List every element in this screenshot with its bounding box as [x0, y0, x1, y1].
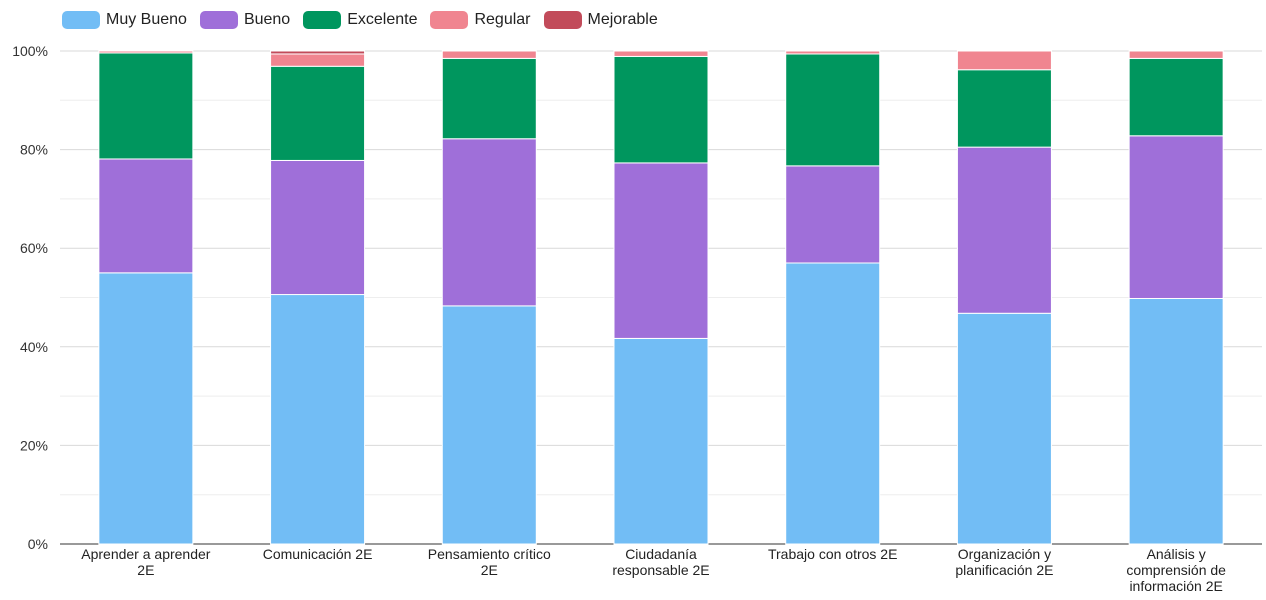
x-tick-label-line: 2E	[481, 562, 498, 578]
x-tick-label-line: planificación 2E	[955, 562, 1053, 578]
x-tick-label-line: Ciudadanía	[625, 546, 697, 562]
x-tick-label-line: Aprender a aprender	[81, 546, 211, 562]
bar-segment[interactable]	[98, 158, 194, 274]
legend-item[interactable]: Mejorable	[543, 11, 658, 29]
legend-item[interactable]: Bueno	[199, 11, 291, 29]
bar-segment[interactable]	[270, 294, 366, 545]
legend-swatch	[303, 11, 342, 29]
y-tick-label: 80%	[20, 142, 48, 158]
bar-segment[interactable]	[613, 337, 709, 545]
bar-segment[interactable]	[441, 138, 537, 307]
x-tick-label-line: Comunicación 2E	[263, 546, 373, 562]
legend-label: Bueno	[243, 11, 291, 28]
x-tick-label: Trabajo con otros 2E	[768, 546, 897, 562]
bar-segment[interactable]	[785, 50, 881, 55]
x-tick-label: Comunicación 2E	[263, 546, 373, 562]
legend-swatch	[199, 11, 238, 29]
x-tick-label: Organización y planificación 2E	[955, 546, 1053, 578]
y-tick-label: 0%	[28, 536, 48, 552]
y-tick-label: 20%	[20, 437, 48, 453]
bar-segment[interactable]	[98, 272, 194, 545]
bar-segment[interactable]	[956, 69, 1052, 148]
y-tick-label: 60%	[20, 240, 48, 256]
bar-segment[interactable]	[613, 50, 709, 57]
y-tick-label: 100%	[12, 43, 48, 59]
x-tick-label: Ciudadanía responsable 2E	[612, 546, 709, 578]
bar-segment[interactable]	[98, 50, 194, 54]
legend: Muy Bueno Bueno Excelente Regular Mejorable	[62, 9, 671, 31]
legend-swatch	[543, 11, 582, 29]
legend-label: Regular	[474, 11, 531, 28]
bar-segment[interactable]	[613, 162, 709, 339]
x-tick-label-line: información 2E	[1129, 578, 1222, 594]
bar-segment[interactable]	[956, 312, 1052, 545]
x-tick-label-line: responsable 2E	[612, 562, 709, 578]
x-tick-label-line: comprensión de	[1126, 562, 1226, 578]
bar-segment[interactable]	[98, 52, 194, 160]
bar-segment[interactable]	[270, 65, 366, 161]
x-tick-label-line: Organización y	[958, 546, 1051, 562]
x-tick-label-line: Trabajo con otros 2E	[768, 546, 897, 562]
x-tick-label: Análisis y comprensión de información 2E	[1126, 546, 1226, 594]
legend-swatch	[62, 11, 100, 29]
bar-segment[interactable]	[1128, 297, 1224, 545]
x-tick-label: Pensamiento crítico 2E	[428, 546, 551, 578]
x-tick-label-line: Pensamiento crítico	[428, 546, 551, 562]
bar-segment[interactable]	[441, 305, 537, 545]
y-tick-label: 40%	[20, 339, 48, 355]
bar-segment[interactable]	[785, 53, 881, 167]
legend-item[interactable]: Regular	[430, 11, 531, 29]
bar-segment[interactable]	[956, 50, 1052, 71]
x-tick-label-line: Análisis y	[1147, 546, 1206, 562]
legend-swatch	[430, 11, 469, 29]
legend-label: Mejorable	[587, 11, 658, 28]
bar-segment[interactable]	[441, 57, 537, 140]
bar-segment[interactable]	[613, 55, 709, 164]
bar-segment[interactable]	[1128, 50, 1224, 59]
x-tick-label: Aprender a aprender 2E	[81, 546, 211, 578]
bar-segment[interactable]	[1128, 57, 1224, 137]
bar-segment[interactable]	[1128, 135, 1224, 299]
bar-segment[interactable]	[270, 53, 366, 67]
bar-segment[interactable]	[270, 50, 366, 55]
bar-segment[interactable]	[956, 146, 1052, 314]
x-tick-label-line: 2E	[137, 562, 154, 578]
bar-segment[interactable]	[785, 165, 881, 264]
legend-label: Muy Bueno	[106, 11, 187, 28]
bar-segment[interactable]	[270, 159, 366, 296]
bar-segment[interactable]	[785, 262, 881, 545]
legend-item[interactable]: Muy Bueno	[62, 11, 187, 29]
bar-segment[interactable]	[441, 50, 537, 59]
legend-item[interactable]: Excelente	[303, 11, 417, 29]
legend-label: Excelente	[347, 11, 418, 28]
